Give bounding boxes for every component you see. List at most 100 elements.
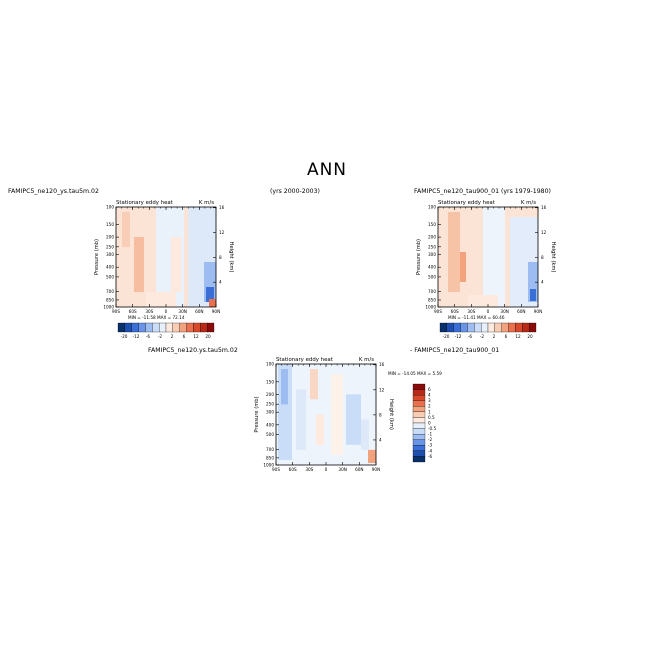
panel-model-xtick-label: 60S (129, 309, 137, 314)
panel-model-colorbar-label: -2 (158, 334, 163, 339)
panel-obs-colorbar-label: -20 (443, 334, 450, 339)
panel-obs-ylabel: Pressure (mb) (416, 239, 422, 275)
panel-diff-ytick-label: 1000 (263, 463, 274, 468)
panel-obs-xtick-label: 60N (517, 309, 525, 314)
panel-obs-ytick-right-label: 12 (541, 230, 547, 235)
caption-diff-left: FAMIPC5_ne120.ys.tau5m.02 (148, 347, 238, 354)
panel-obs-colorbar-label: 6 (505, 334, 508, 339)
panel-model-ylabel-right: Height (km) (228, 242, 234, 273)
panel-model-ytick-right-label: 8 (219, 255, 222, 260)
panel-model-stats: MIN = -11.58 MAX = 72.14 (128, 315, 185, 320)
panel-diff-ytick-right-label: 8 (379, 412, 382, 417)
panel-diff-ytick-label: 100 (266, 362, 274, 367)
panel-diff-colorbar-label: 1 (428, 409, 431, 414)
panel-diff-field-patch (296, 389, 306, 450)
panel-model-colorbar-swatch (138, 322, 146, 333)
panel-diff-stats: MIN = -14.05 MAX = 5.59 (388, 371, 442, 376)
panel-diff-ytick-label: 850 (266, 455, 274, 460)
panel-diff-ytick-label: 200 (266, 392, 274, 397)
panel-obs-ytick-right-label: 4 (541, 280, 544, 285)
panel-obs-field-patch (530, 289, 536, 301)
panel-model-colorbar-label: 12 (193, 334, 199, 339)
panel-diff-xtick-label: 60N (355, 467, 363, 472)
panel-obs-stats: MIN = -11.41 MAX = 60.46 (448, 315, 505, 320)
panel-model-colorbar-swatch (165, 322, 174, 333)
panel-diff-colorbar-swatch (412, 456, 426, 463)
panel-model-colorbar-swatch (206, 322, 215, 333)
panel-model-ytick-label: 700 (106, 289, 114, 294)
panel-obs-xtick-label: 30S (467, 309, 475, 314)
panel-diff-colorbar-label: 2 (428, 404, 431, 409)
panel-obs-colorbar-label: 2 (493, 334, 496, 339)
panel-obs-units: K m/s (521, 200, 536, 206)
panel-obs-colorbar-label: 20 (527, 334, 533, 339)
panel-diff-ytick-right-label: 16 (379, 362, 385, 367)
panel-diff-colorbar-swatch (412, 406, 426, 413)
panel-diff-colorbar-swatch (412, 383, 426, 390)
panel-diff-ytick-right-label: 4 (379, 437, 382, 442)
panel-model-xtick-label: 0 (165, 309, 168, 314)
panel-obs-colorbar-label: -6 (468, 334, 473, 339)
panel-obs-colorbar-swatch (467, 322, 475, 333)
panel-obs-ytick-label: 1000 (425, 305, 436, 310)
panel-diff-field-patch (310, 369, 318, 400)
panel-diff-colorbar-label: -3 (428, 443, 433, 448)
panel-obs-ytick-label: 850 (428, 297, 436, 302)
panel-obs-colorbar-label: -12 (455, 334, 462, 339)
panel-model-colorbar-swatch (179, 322, 187, 333)
panel-obs-field-patch (483, 207, 505, 307)
panel-obs-colorbar-label: 12 (515, 334, 521, 339)
panel-diff-field-patch (361, 419, 369, 450)
panel-diff-colorbar-label: -1 (428, 432, 433, 437)
panel-diff-colorbar-label: -0.5 (428, 426, 437, 431)
panel-diff-colorbar-label: 6 (428, 387, 431, 392)
panel-obs-colorbar-swatch (515, 322, 523, 333)
panel-obs-xtick-label: 90S (434, 309, 442, 314)
panel-model-field-patch (122, 212, 130, 247)
panel-model-colorbar-swatch (131, 322, 139, 333)
panel-model-xtick-label: 30S (145, 309, 153, 314)
panel-diff-colorbar-label: -2 (428, 437, 433, 442)
panel-obs-xtick-label: 0 (487, 309, 490, 314)
panel-diff-ytick-label: 150 (266, 379, 274, 384)
panel-obs-xtick-label: 90N (534, 309, 542, 314)
panel-model-field-patch (206, 287, 214, 302)
panel-obs-colorbar-swatch (446, 322, 454, 333)
panel-model-ytick-label: 100 (106, 205, 114, 210)
panel-diff-colorbar-swatch (412, 400, 426, 407)
panel-diff-colorbar-swatch (412, 422, 426, 429)
panel-obs-title: Stationary eddy heat (438, 200, 495, 206)
panel-model-colorbar-swatch (117, 322, 126, 333)
panel-model-title: Stationary eddy heat (116, 200, 173, 206)
panel-obs-ytick-right-label: 16 (541, 205, 547, 210)
panel-model-colorbar-swatch (186, 322, 194, 333)
panel-obs-colorbar-swatch (487, 322, 496, 333)
panel-model-field-patch (171, 237, 181, 292)
panel-diff-colorbar-swatch (412, 417, 426, 424)
panel-diff-title: Stationary eddy heat (276, 357, 333, 363)
panel-obs-ytick-label: 150 (428, 222, 436, 227)
panel-diff-colorbar-label: -6 (428, 454, 433, 459)
panel-diff-xtick-label: 30S (305, 467, 313, 472)
panel-obs-ytick-label: 300 (428, 252, 436, 257)
panel-model-colorbar-label: -6 (146, 334, 151, 339)
panel-model-ytick-label: 400 (106, 265, 114, 270)
panel-diff-colorbar-swatch (412, 433, 426, 440)
caption-right-case-years: FAMIPC5_ne120_tau900_01 (yrs 1979-1980) (414, 188, 551, 195)
panel-obs-xtick-label: 30N (500, 309, 508, 314)
panel-diff-colorbar-swatch (412, 411, 426, 418)
panel-obs-colorbar-swatch (474, 322, 482, 333)
panel-diff-colorbar-label: -4 (428, 448, 433, 453)
panel-diff-ytick-label: 500 (266, 432, 274, 437)
panel-diff-colorbar-label: 0.5 (428, 415, 435, 420)
panel-obs-xtick-label: 60S (451, 309, 459, 314)
panel-model-xtick-label: 90S (112, 309, 120, 314)
panel-model-xtick-label: 30N (178, 309, 186, 314)
panel-obs-colorbar-swatch (528, 322, 537, 333)
panel-model-colorbar-swatch (124, 322, 132, 333)
caption-diff-right: - FAMIPC5_ne120_tau900_01 (410, 347, 500, 354)
panel-model-field-patch (209, 299, 216, 307)
panel-diff-xtick-label: 90S (272, 467, 280, 472)
panel-model-ytick-label: 250 (106, 244, 114, 249)
panel-diff-ytick-label: 300 (266, 410, 274, 415)
